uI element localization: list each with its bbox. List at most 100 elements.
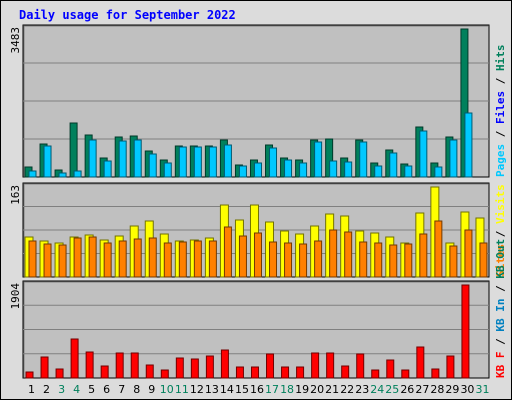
legend-entry: / [494,124,507,144]
x-day-label: 7 [118,383,125,396]
legend-entry: Files [494,91,507,124]
sites-bar [103,242,112,278]
sites-bar [389,244,398,278]
sites-bar [479,242,488,278]
x-day-label: 30 [460,383,474,396]
pages-bar [208,146,217,178]
sites-bar [253,232,262,278]
legend-entry: KB In [494,299,507,332]
sites-bar [314,240,323,278]
legend-visits-sites: Sites / Visits [494,184,507,277]
kbf-bar [461,284,470,379]
sites-bar [28,240,37,278]
kbf-bar [296,366,305,379]
y-max-label: 1904 [9,283,22,310]
sites-bar [269,241,278,278]
x-day-label: 2 [43,383,50,396]
x-day-label: 17 [265,383,279,396]
kbf-bar [175,357,184,379]
sites-bar [88,236,97,278]
pages-bar [73,170,82,178]
legend-hits-files-pages: Pages / Files / Hits [494,45,507,178]
sites-bar [404,243,413,278]
kbf-bar [130,352,139,379]
x-day-label: 15 [235,383,249,396]
x-day-label: 19 [295,383,309,396]
x-day-label: 29 [445,383,459,396]
kbf-bar [145,364,154,379]
sites-bar [374,242,383,278]
kbf-bar [341,365,350,379]
legend-entry: / [494,224,507,244]
pages-bar [434,166,443,178]
sites-bar [208,240,217,278]
sites-bar [449,245,458,278]
sites-bar [118,240,127,278]
x-day-label: 23 [355,383,369,396]
sites-bar [43,243,52,278]
x-day-label: 18 [280,383,294,396]
x-day-label: 13 [205,383,219,396]
pages-bar [389,152,398,178]
kbf-bar [356,353,365,379]
kbf-bar [401,369,410,379]
pages-bar [163,162,172,178]
pages-bar [299,162,308,178]
x-day-label: 9 [148,383,155,396]
x-day-label: 14 [220,383,234,396]
pages-bar [464,112,473,178]
kbf-bar [40,356,49,379]
sites-bar [344,231,353,278]
legend-entry: / [494,332,507,352]
sites-bar [299,243,308,278]
pages-bar [314,141,323,178]
x-day-label: 16 [250,383,264,396]
x-day-label: 26 [400,383,414,396]
kbf-bar [281,366,290,379]
sites-bar [419,233,428,278]
pages-bar [223,144,232,178]
kbf-bar [371,369,380,379]
kbf-bar [25,371,34,379]
kbf-bar [100,365,109,379]
legend-entry: Pages [494,144,507,177]
x-day-label: 27 [415,383,429,396]
kbf-bar [446,355,455,379]
sites-bar [148,237,157,278]
sites-bar [163,242,172,278]
sites-bar [178,241,187,278]
x-day-label: 31 [475,383,489,396]
pages-bar [344,161,353,178]
sites-bar [329,229,338,278]
kbf-bar [205,355,214,379]
x-day-label: 10 [160,383,174,396]
pages-bar [88,139,97,178]
pages-bar [449,139,458,178]
pages-bar [284,159,293,178]
kbf-bar [250,366,259,379]
legend-entry: / [494,71,507,91]
kbf-bar [160,369,169,379]
pages-bar [178,146,187,178]
legend-entry: KB Out [494,239,507,279]
legend-entry: Sites [494,244,507,277]
x-day-label: 22 [340,383,354,396]
legend-entry: KB F [494,352,507,379]
pages-bar [103,160,112,178]
sites-bar [73,237,82,278]
pages-bar [118,140,127,178]
legend-entry: Visits [494,184,507,224]
y-max-label: 3483 [9,27,22,54]
x-day-label: 3 [58,383,65,396]
x-day-label: 5 [88,383,95,396]
pages-bar [148,153,157,178]
kbf-bar [190,358,199,379]
pages-bar [374,165,383,178]
x-day-label: 25 [385,383,399,396]
pages-bar [419,130,428,178]
kbf-bar [70,338,79,379]
pages-bar [43,145,52,178]
kbf-bar [115,352,124,379]
pages-bar [329,160,338,178]
